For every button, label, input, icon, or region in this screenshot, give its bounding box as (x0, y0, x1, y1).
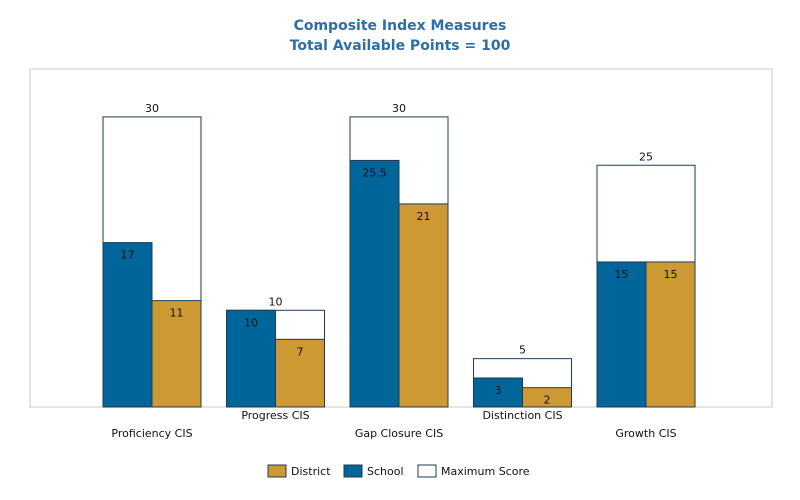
bar-district-progress-cis (275, 338, 325, 408)
bar-district-proficiency-cis (151, 300, 202, 408)
bar-school-proficiency-cis (102, 242, 153, 408)
category-labels: Proficiency CIS Progress CIS Gap Closure C… (111, 409, 676, 440)
bar-school-gap-closure-cis (349, 159, 400, 408)
legend: District School Maximum Score (267, 464, 530, 478)
legend-label-maximum-score: Maximum Score (441, 465, 530, 478)
label-max-growth-cis: 25 (639, 150, 653, 163)
category-label-progress-cis: Progress CIS (241, 409, 309, 422)
label-school-distinction-cis: 3 (495, 384, 502, 397)
label-max-distinction-cis: 5 (519, 344, 526, 357)
category-label-distinction-cis: Distinction CIS (482, 409, 562, 422)
label-district-gap-closure-cis: 21 (417, 210, 431, 223)
label-district-growth-cis: 15 (664, 268, 678, 281)
legend-swatch-school (343, 464, 363, 478)
bar-district-gap-closure-cis (398, 203, 449, 408)
chart-subtitle: Total Available Points = 100 (290, 38, 511, 54)
label-school-growth-cis: 15 (615, 268, 629, 281)
label-max-gap-closure-cis: 30 (392, 102, 406, 115)
category-label-proficiency-cis: Proficiency CIS (111, 427, 192, 440)
label-school-gap-closure-cis: 25.5 (362, 166, 387, 179)
bar-district-growth-cis (645, 261, 696, 408)
label-max-proficiency-cis: 30 (145, 102, 159, 115)
label-district-progress-cis: 7 (297, 345, 304, 358)
label-school-proficiency-cis: 17 (121, 249, 135, 262)
category-label-gap-closure-cis: Gap Closure CIS (355, 427, 443, 440)
bar-school-growth-cis (596, 261, 647, 408)
legend-swatch-maximum-score (417, 464, 437, 478)
label-district-proficiency-cis: 11 (170, 307, 184, 320)
legend-label-school: School (367, 465, 404, 478)
label-max-progress-cis: 10 (269, 295, 283, 308)
bar-school-progress-cis (226, 309, 276, 408)
category-label-growth-cis: Growth CIS (615, 427, 676, 440)
bar-district-distinction-cis (522, 387, 572, 408)
legend-label-district: District (291, 465, 331, 478)
bars-group (102, 116, 696, 408)
label-district-distinction-cis: 2 (544, 394, 551, 407)
legend-swatch-district (267, 464, 287, 478)
labels-group: 30 17 11 10 10 7 30 25.5 21 5 3 2 25 15 15 (121, 102, 678, 407)
bar-school-distinction-cis (473, 377, 523, 408)
label-school-progress-cis: 10 (244, 316, 258, 329)
chart-title: Composite Index Measures (294, 18, 507, 34)
